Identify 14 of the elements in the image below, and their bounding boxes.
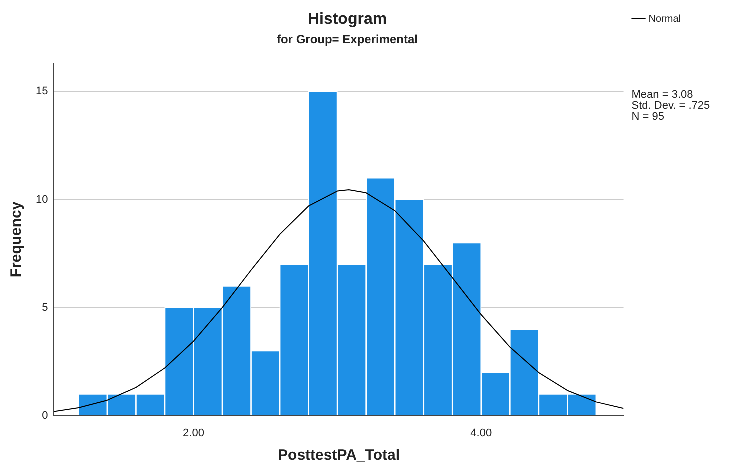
x-axis-title: PosttestPA_Total [278,447,400,464]
chart-title: Histogram [308,11,388,28]
legend-label: Normal [648,14,682,25]
chart-subtitle: for Group= Experimental [276,32,418,47]
x-tick-label: 4.00 [470,427,492,440]
y-tick-label: 10 [36,194,48,206]
text: Mean = 3.08 [632,89,694,102]
x-tick-label: 2.00 [183,427,204,440]
y-axis-title: Frequency [8,201,26,278]
text: Std. Dev. = .725 [632,100,710,112]
y-tick-label: 15 [36,86,48,98]
text: N = 95 [632,111,664,124]
y-tick-label: 5 [42,302,48,314]
y-tick-label: 0 [42,410,48,422]
